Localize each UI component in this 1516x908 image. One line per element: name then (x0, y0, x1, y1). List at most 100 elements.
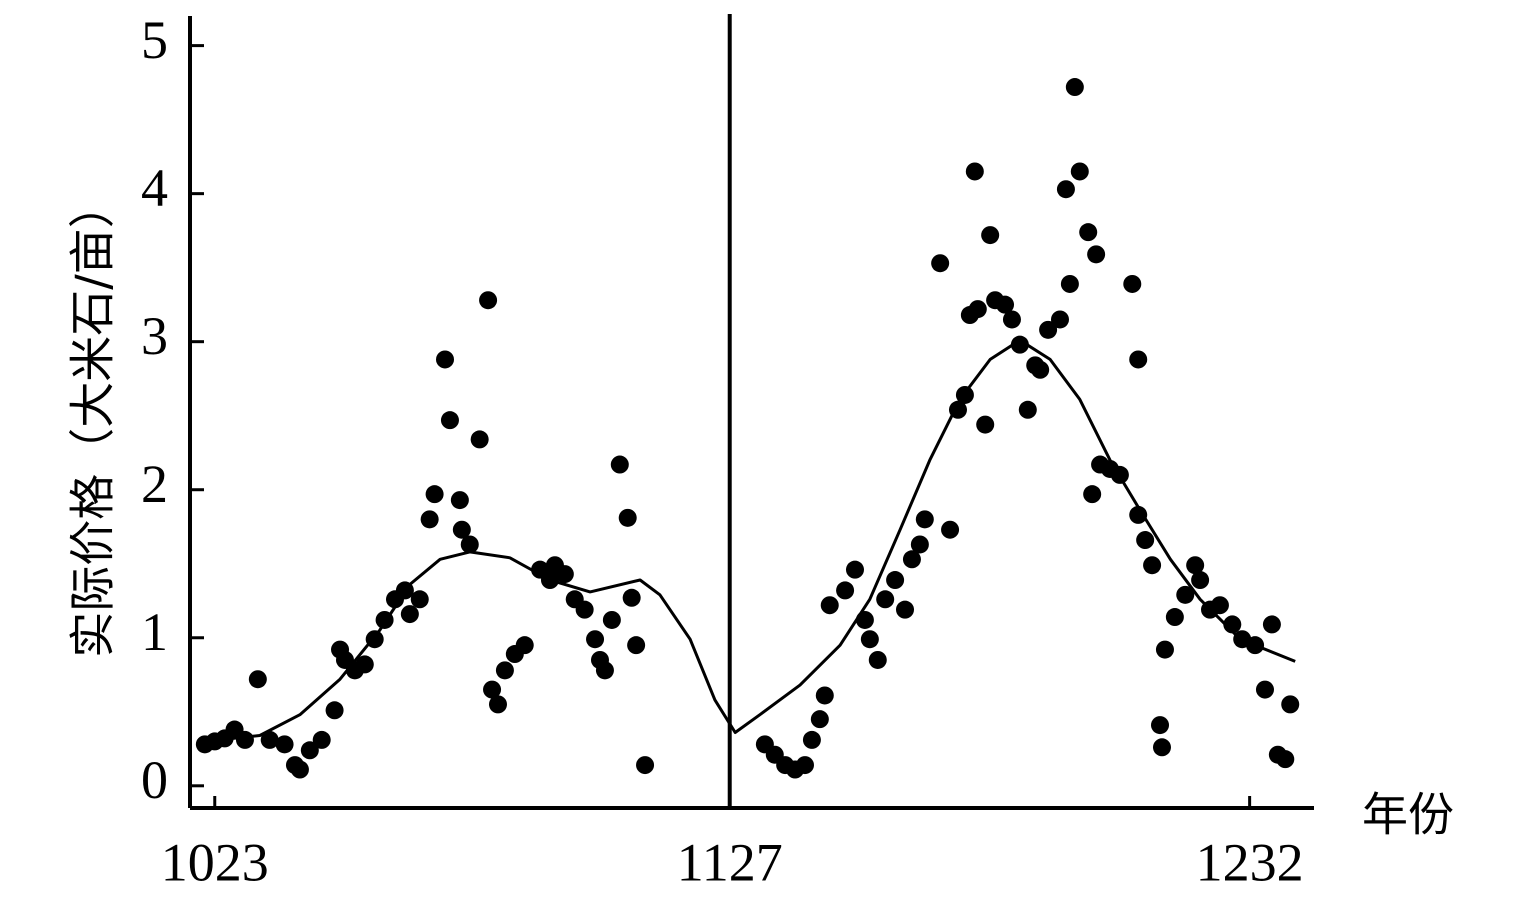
data-point (1079, 223, 1098, 242)
data-point (450, 491, 469, 510)
data-point (802, 730, 821, 749)
data-point (235, 730, 254, 749)
data-point (855, 610, 874, 629)
data-point (488, 695, 507, 714)
data-point (1210, 596, 1229, 615)
data-point (1186, 556, 1205, 575)
data-point (860, 630, 879, 649)
y-tick-label: 5 (141, 10, 168, 70)
x-axis-title: 年份 (1362, 788, 1454, 842)
data-point (836, 581, 855, 600)
data-point (868, 650, 887, 669)
data-point (1070, 162, 1089, 181)
data-point (810, 710, 829, 729)
data-point (1281, 695, 1300, 714)
x-tick-label: 1232 (1196, 832, 1304, 892)
data-point (1155, 640, 1174, 659)
data-point (1050, 310, 1069, 329)
data-point (290, 760, 309, 779)
data-point (1060, 274, 1079, 293)
data-point (795, 756, 814, 775)
data-point (586, 630, 605, 649)
data-point (931, 254, 950, 273)
data-point (425, 485, 444, 504)
data-point (941, 520, 960, 539)
y-tick-label: 1 (141, 602, 168, 662)
data-point (996, 295, 1015, 314)
data-point (1176, 585, 1195, 604)
data-point (815, 686, 834, 705)
data-point (622, 588, 641, 607)
y-tick-label: 0 (141, 750, 168, 810)
data-point (1129, 350, 1148, 369)
data-point (410, 590, 429, 609)
data-point (1065, 78, 1084, 97)
data-point (1087, 245, 1106, 264)
data-point (627, 636, 646, 655)
data-point (1018, 400, 1037, 419)
data-point (976, 415, 995, 434)
data-point (312, 730, 331, 749)
data-point (595, 661, 614, 680)
data-point (440, 411, 459, 430)
data-point (1031, 360, 1050, 379)
data-point (1010, 335, 1029, 354)
data-point (325, 701, 344, 720)
y-axis-title: 实际价格（大米石/亩） (66, 182, 120, 658)
data-point (483, 680, 502, 699)
x-tick-label: 1023 (161, 832, 269, 892)
data-point (420, 510, 439, 529)
data-point (1129, 505, 1148, 524)
data-point (845, 560, 864, 579)
data-point (479, 291, 498, 310)
data-point (460, 535, 479, 554)
data-point (495, 661, 514, 680)
data-point (896, 600, 915, 619)
data-point (1002, 310, 1021, 329)
data-point (886, 571, 905, 590)
data-point (1255, 680, 1274, 699)
data-point (965, 162, 984, 181)
data-point (610, 455, 629, 474)
data-point (248, 670, 267, 689)
data-point (636, 756, 655, 775)
data-point (618, 508, 637, 527)
data-point (555, 565, 574, 584)
data-point (1123, 274, 1142, 293)
data-point (915, 510, 934, 529)
data-point (1191, 571, 1210, 590)
data-point (1262, 615, 1281, 634)
data-point (1276, 750, 1295, 769)
data-point (260, 730, 279, 749)
y-tick-label: 3 (141, 306, 168, 366)
trend-line (204, 338, 1296, 743)
data-point (1152, 738, 1171, 757)
data-point (1083, 485, 1102, 504)
data-point (1039, 320, 1058, 339)
data-point (1151, 716, 1170, 735)
data-point (602, 610, 621, 629)
y-tick-label: 2 (141, 454, 168, 514)
data-point (515, 636, 534, 655)
data-point (876, 590, 895, 609)
data-point (820, 596, 839, 615)
data-point (275, 735, 294, 754)
data-point (1165, 608, 1184, 627)
data-point (1136, 531, 1155, 550)
data-point (470, 430, 489, 449)
data-point (981, 226, 1000, 245)
data-point (968, 300, 987, 319)
data-point (355, 655, 374, 674)
data-point (300, 741, 319, 760)
data-point (1056, 180, 1075, 199)
data-point (400, 605, 419, 624)
data-point (1143, 556, 1162, 575)
data-point (436, 350, 455, 369)
x-tick-label: 1127 (677, 832, 783, 892)
data-point (452, 520, 471, 539)
data-point (902, 550, 921, 569)
y-tick-label: 4 (141, 158, 168, 218)
data-point (910, 535, 929, 554)
